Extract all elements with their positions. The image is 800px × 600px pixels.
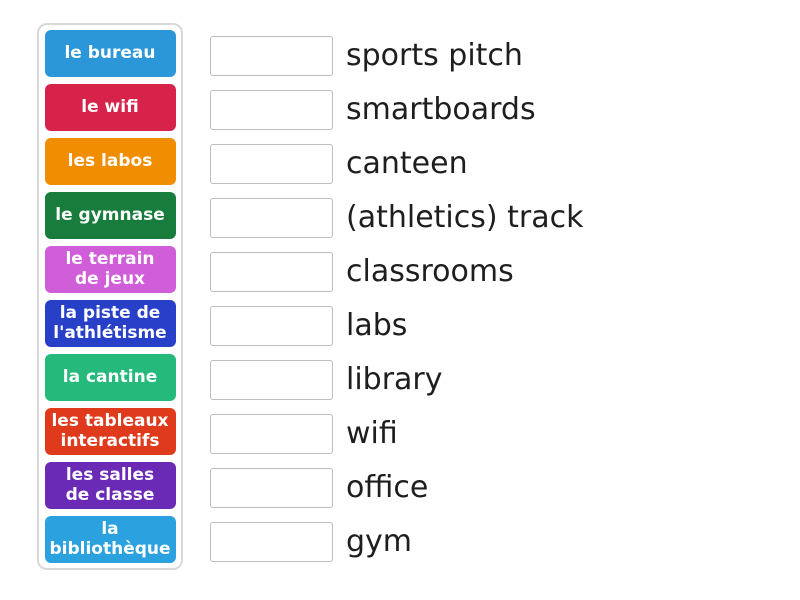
answer-drop-zone[interactable] [210,90,333,130]
definition-label: gym [346,524,413,559]
match-tile-label: les salles de classe [65,464,155,505]
match-row: classrooms [210,245,583,299]
definition-label: classrooms [346,254,514,289]
definition-label: office [346,470,429,505]
match-row: gym [210,515,583,569]
match-tile[interactable]: la cantine [44,354,176,401]
match-row: canteen [210,137,583,191]
match-row: library [210,353,583,407]
match-tile[interactable]: les salles de classe [44,462,176,509]
answer-drop-zone[interactable] [210,522,333,562]
answer-drop-zone[interactable] [210,252,333,292]
definition-label: labs [346,308,408,343]
match-tile[interactable]: la piste de l'athlétisme [44,300,176,347]
match-tile-label: la piste de l'athlétisme [53,302,167,343]
match-row: wifi [210,407,583,461]
match-row: office [210,461,583,515]
answer-drop-zone[interactable] [210,360,333,400]
match-tile[interactable]: la bibliothèque [44,516,176,563]
definition-label: wifi [346,416,398,451]
match-row: sports pitch [210,29,583,83]
definition-label: sports pitch [346,38,523,73]
match-row: labs [210,299,583,353]
answer-drop-zone[interactable] [210,198,333,238]
definition-label: (athletics) track [346,200,584,235]
match-row: smartboards [210,83,583,137]
match-tile[interactable]: les labos [44,138,176,185]
answer-drop-zone[interactable] [210,414,333,454]
definition-label: library [346,362,443,397]
definition-label: canteen [346,146,468,181]
match-tile[interactable]: le gymnase [44,192,176,239]
match-tile-label: la bibliothèque [49,518,171,559]
match-tile[interactable]: les tableaux interactifs [44,408,176,455]
match-tile[interactable]: le bureau [44,30,176,77]
match-tile-label: le wifi [81,96,139,117]
match-tile[interactable]: le wifi [44,84,176,131]
keyword-tile-panel: le bureau le wifi les labos le gymnase l… [37,23,183,570]
match-row: (athletics) track [210,191,583,245]
answer-drop-zone[interactable] [210,306,333,346]
answer-drop-zone[interactable] [210,144,333,184]
match-tile[interactable]: le terrain de jeux [44,246,176,293]
match-tile-label: les tableaux interactifs [51,410,169,451]
match-tile-label: le terrain de jeux [65,248,155,289]
match-tile-label: la cantine [62,366,158,387]
match-tile-label: le bureau [64,42,156,63]
match-tile-label: les labos [67,150,153,171]
answer-drop-zone[interactable] [210,36,333,76]
match-tile-label: le gymnase [55,204,165,225]
definition-label: smartboards [346,92,536,127]
definition-list: sports pitch smartboards canteen (athlet… [210,29,583,569]
answer-drop-zone[interactable] [210,468,333,508]
